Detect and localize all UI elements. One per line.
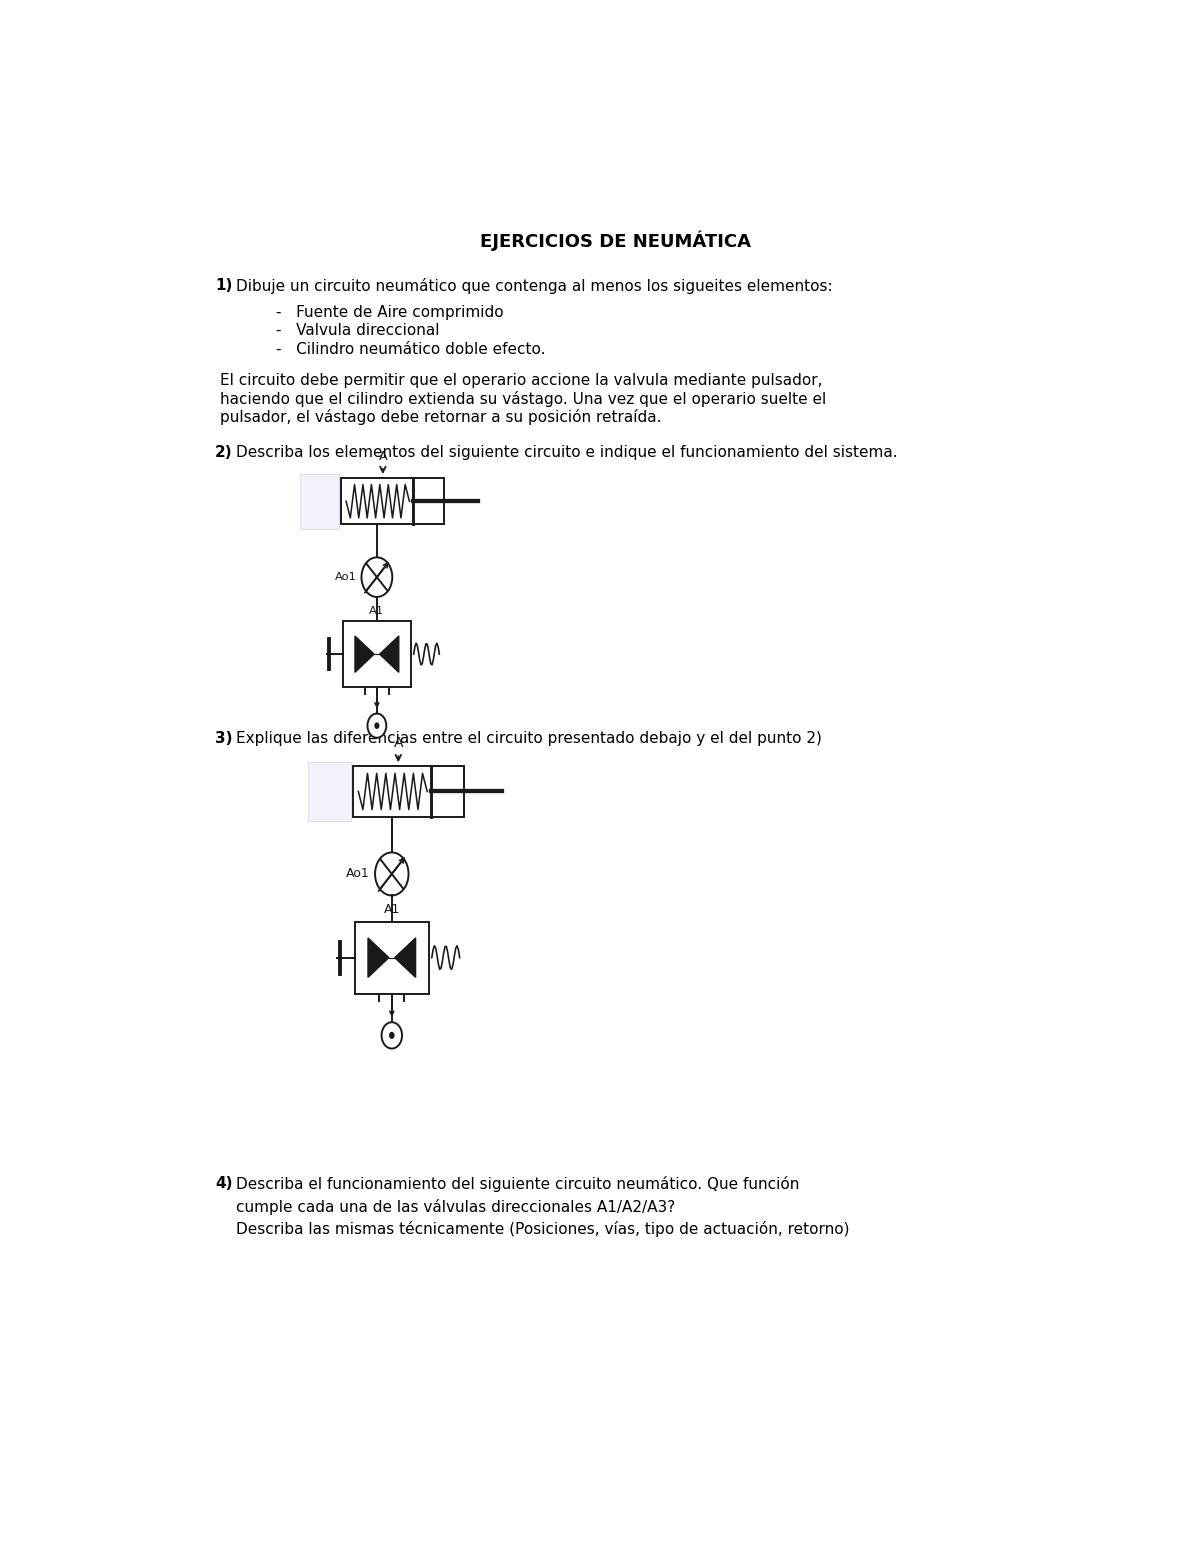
Text: 4): 4)	[215, 1177, 233, 1191]
Polygon shape	[355, 637, 374, 672]
Polygon shape	[379, 637, 398, 672]
Bar	[341, 478, 356, 525]
Circle shape	[374, 722, 379, 728]
Bar	[343, 621, 412, 686]
Text: Dibuje un circuito neumático que contenga al menos los sigueites elementos:: Dibuje un circuito neumático que conteng…	[235, 278, 832, 294]
Polygon shape	[368, 938, 389, 977]
Text: 3): 3)	[215, 731, 233, 745]
Text: 1): 1)	[215, 278, 233, 294]
Text: haciendo que el cilindro extienda su vástago. Una vez que el operario suelte el: haciendo que el cilindro extienda su vás…	[220, 391, 826, 407]
Bar	[341, 478, 444, 525]
Circle shape	[376, 853, 408, 896]
Circle shape	[389, 1031, 395, 1039]
Text: Ao1: Ao1	[346, 868, 370, 881]
Text: El circuito debe permitir que el operario accione la valvula mediante pulsador,: El circuito debe permitir que el operari…	[220, 373, 822, 388]
Text: Explique las diferencias entre el circuito presentado debajo y el del punto 2): Explique las diferencias entre el circui…	[235, 731, 822, 745]
Text: cumple cada una de las válvulas direccionales A1/A2/A3?: cumple cada una de las válvulas direccio…	[235, 1199, 674, 1214]
Bar	[300, 474, 340, 528]
Text: A1: A1	[370, 606, 384, 615]
Circle shape	[367, 713, 386, 738]
Text: Describa las mismas técnicamente (Posiciones, vías, tipo de actuación, retorno): Describa las mismas técnicamente (Posici…	[235, 1221, 850, 1236]
Bar	[353, 766, 370, 817]
Bar	[355, 922, 430, 994]
Text: -   Fuente de Aire comprimido: - Fuente de Aire comprimido	[276, 304, 503, 320]
Text: A: A	[394, 736, 403, 750]
Text: -   Valvula direccional: - Valvula direccional	[276, 323, 439, 339]
Bar	[353, 766, 464, 817]
Text: A: A	[378, 450, 388, 463]
Text: Describa los elementos del siguiente circuito e indique el funcionamiento del si: Describa los elementos del siguiente cir…	[235, 444, 898, 460]
Text: Describa el funcionamiento del siguiente circuito neumático. Que función: Describa el funcionamiento del siguiente…	[235, 1177, 799, 1193]
Polygon shape	[395, 938, 415, 977]
Text: pulsador, el vástago debe retornar a su posición retraída.: pulsador, el vástago debe retornar a su …	[220, 408, 661, 426]
Bar	[308, 761, 350, 822]
Text: -   Cilindro neumático doble efecto.: - Cilindro neumático doble efecto.	[276, 342, 545, 357]
Text: Ao1: Ao1	[335, 572, 356, 582]
Text: EJERCICIOS DE NEUMÁTICA: EJERCICIOS DE NEUMÁTICA	[480, 230, 750, 250]
Text: A1: A1	[384, 902, 400, 916]
Circle shape	[361, 558, 392, 596]
Text: 2): 2)	[215, 444, 233, 460]
Circle shape	[382, 1022, 402, 1048]
